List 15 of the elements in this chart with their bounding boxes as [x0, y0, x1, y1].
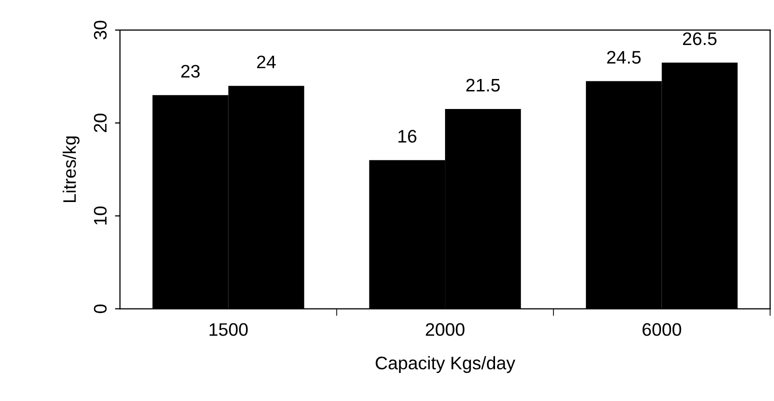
data-label: 26.5	[683, 32, 717, 46]
data-label: 24	[257, 56, 276, 68]
x-tick-label: 6000	[642, 323, 682, 336]
data-label: 24.5	[607, 50, 641, 64]
data-label: 23	[181, 64, 200, 78]
x-tick-label: 2000	[426, 323, 464, 336]
y-tick-label: 20	[94, 114, 107, 132]
y-tick-label: 10	[94, 206, 107, 225]
x-axis-title: Capacity Kgs/day	[376, 356, 516, 373]
x-tick-label: 1500	[210, 323, 248, 336]
y-axis-title: Litres/kg	[62, 136, 80, 202]
data-label: 16	[398, 130, 416, 143]
y-tick-label: 0	[94, 304, 107, 314]
data-label: 21.5	[466, 78, 500, 92]
y-tick-label: 30	[94, 20, 107, 40]
